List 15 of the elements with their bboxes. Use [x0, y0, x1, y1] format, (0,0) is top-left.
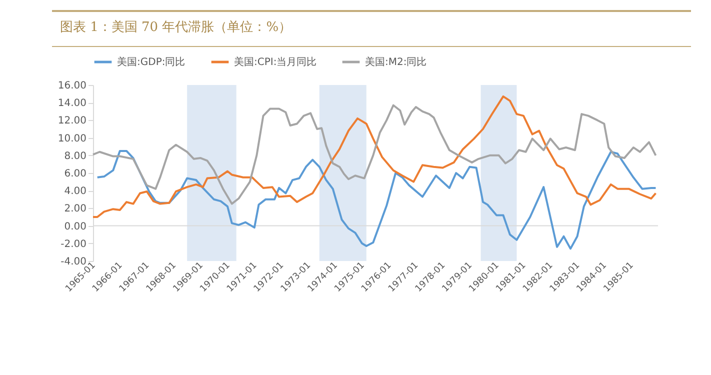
legend-label: 美国:GDP:同比	[117, 56, 186, 68]
y-tick-label: 2.00	[64, 204, 86, 215]
y-tick-label: -2.00	[60, 238, 86, 250]
y-tick-label: 12.00	[58, 116, 86, 127]
legend-label: 美国:M2:同比	[365, 56, 427, 68]
legend-label: 美国:CPI:当月同比	[234, 56, 317, 68]
y-tick-label: 8.00	[64, 150, 86, 162]
y-tick-label: 6.00	[64, 168, 86, 180]
chart-title: 图表 1：美国 70 年代滞胀（单位：%）	[52, 10, 691, 47]
y-tick-label: -4.00	[60, 256, 86, 268]
y-tick-label: 10.00	[58, 133, 86, 144]
y-tick-label: 14.00	[58, 98, 86, 110]
y-tick-label: 4.00	[64, 186, 86, 198]
y-tick-label: 16.00	[58, 80, 86, 92]
y-tick-label: 0.00	[64, 221, 86, 232]
